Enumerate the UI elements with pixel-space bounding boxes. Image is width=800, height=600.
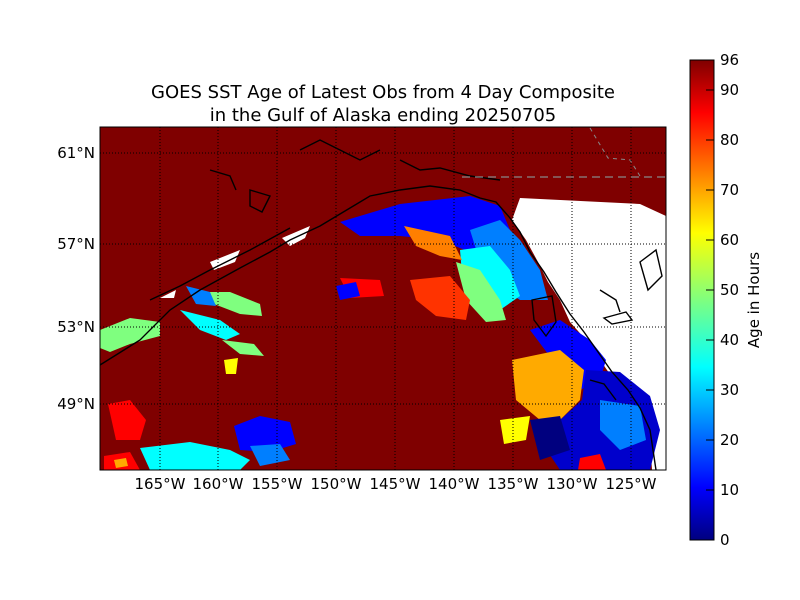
map-title-line2: in the Gulf of Alaska ending 20250705 bbox=[210, 105, 557, 126]
latitude-labels: 61°N 57°N 53°N 49°N bbox=[57, 144, 95, 413]
lat-label-61: 61°N bbox=[57, 144, 95, 162]
map-title-line1: GOES SST Age of Latest Obs from 4 Day Co… bbox=[151, 82, 615, 103]
lon-label-135: 135°W bbox=[488, 475, 539, 493]
lat-label-49: 49°N bbox=[57, 395, 95, 413]
map-frame bbox=[99, 126, 667, 471]
lon-label-140: 140°W bbox=[429, 475, 480, 493]
lat-label-53: 53°N bbox=[57, 318, 95, 336]
lon-label-130: 130°W bbox=[547, 475, 598, 493]
border-line-2 bbox=[589, 127, 641, 177]
land-patch-3 bbox=[160, 290, 176, 298]
colorbar-tick-80: 80 bbox=[720, 131, 739, 149]
colorbar-tick-90: 90 bbox=[720, 81, 739, 99]
colorbar-tick-0: 0 bbox=[720, 531, 730, 549]
lon-label-145: 145°W bbox=[370, 475, 421, 493]
lon-label-150: 150°W bbox=[311, 475, 362, 493]
lon-label-155: 155°W bbox=[252, 475, 303, 493]
graticule bbox=[100, 127, 666, 470]
colorbar-tick-20: 20 bbox=[720, 431, 739, 449]
colorbar-tick-10: 10 bbox=[720, 481, 739, 499]
lon-label-125: 125°W bbox=[606, 475, 657, 493]
colorbar-label: Age in Hours bbox=[745, 252, 763, 348]
colorbar: 0 10 20 30 40 50 60 70 80 90 96 Age in H… bbox=[689, 51, 763, 549]
longitude-labels: 165°W 160°W 155°W 150°W 145°W 140°W 135°… bbox=[135, 475, 657, 493]
colorbar-tick-70: 70 bbox=[720, 181, 739, 199]
lon-label-160: 160°W bbox=[193, 475, 244, 493]
map-panel bbox=[100, 127, 666, 470]
colorbar-tick-30: 30 bbox=[720, 381, 739, 399]
land-mainland bbox=[512, 198, 666, 470]
colorbar-tick-50: 50 bbox=[720, 281, 739, 299]
lat-label-57: 57°N bbox=[57, 235, 95, 253]
colorbar-tick-40: 40 bbox=[720, 331, 739, 349]
colorbar-gradient bbox=[689, 59, 715, 541]
lon-label-165: 165°W bbox=[135, 475, 186, 493]
colorbar-ticks bbox=[706, 59, 714, 541]
colorbar-tick-60: 60 bbox=[720, 231, 739, 249]
colorbar-tick-labels: 0 10 20 30 40 50 60 70 80 90 96 bbox=[720, 51, 739, 549]
colorbar-tick-96: 96 bbox=[720, 51, 739, 69]
sst-observation-patches bbox=[100, 196, 660, 470]
